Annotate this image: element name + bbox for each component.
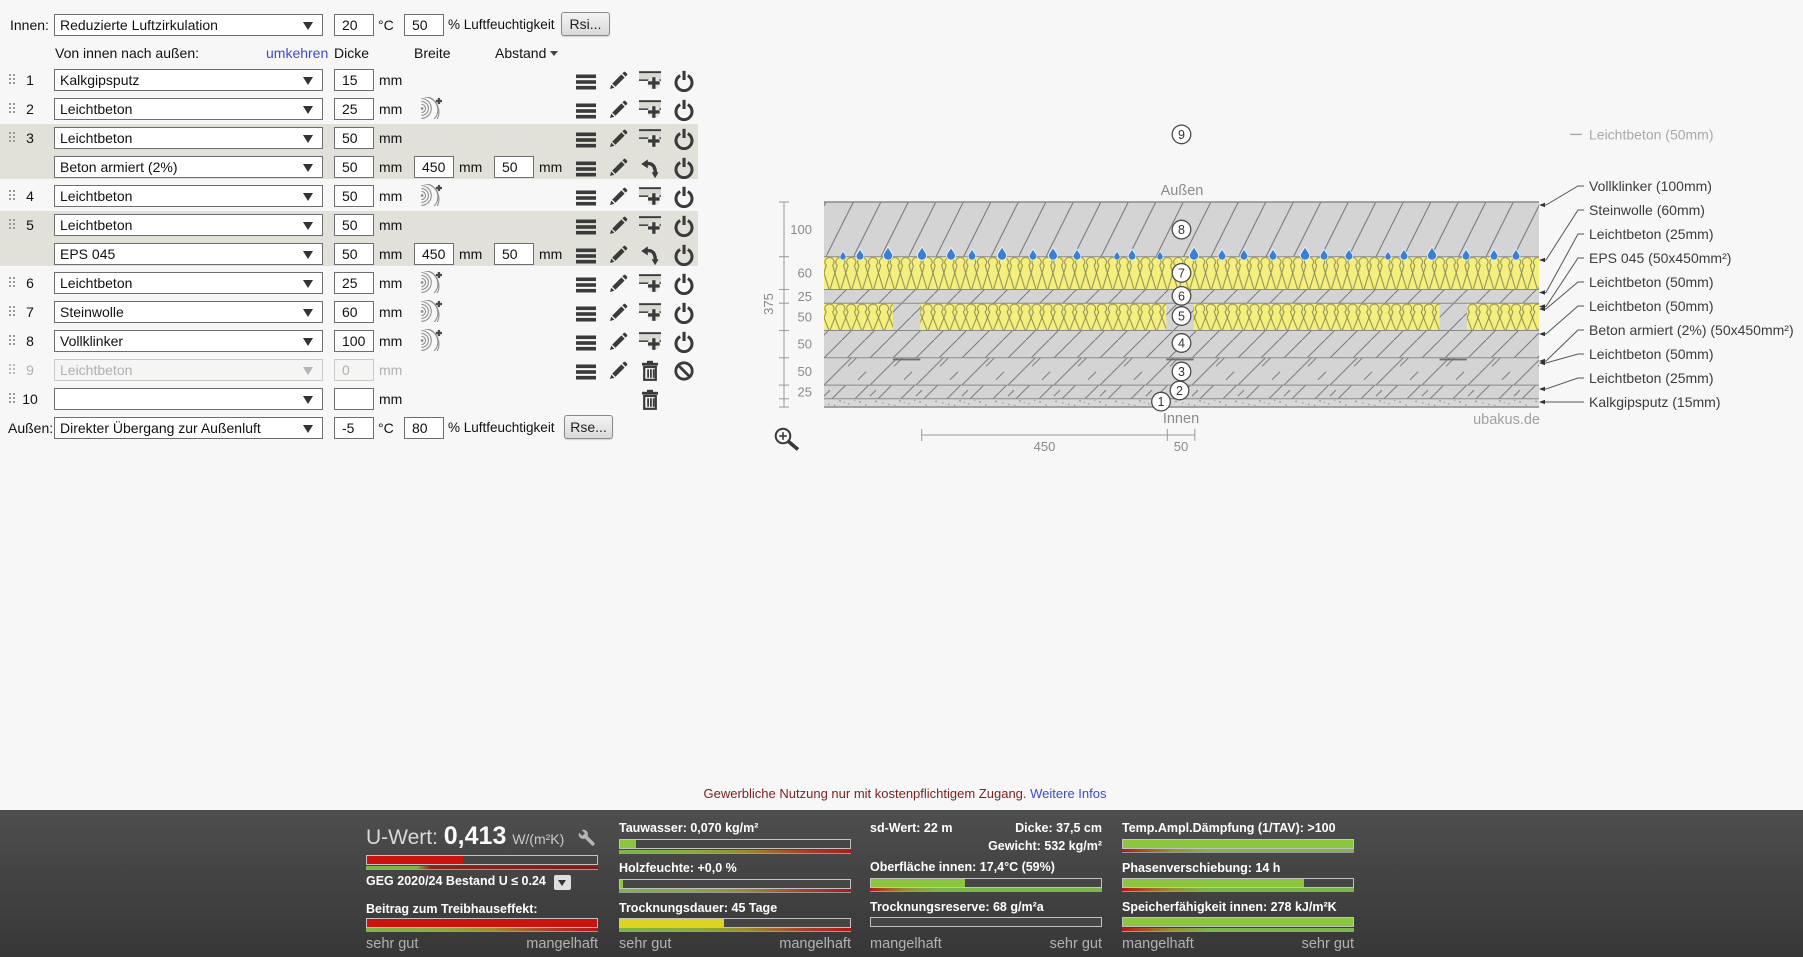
svg-text:Leichtbeton (50mm): Leichtbeton (50mm): [1589, 274, 1714, 290]
svg-text:375: 375: [761, 293, 776, 315]
svg-text:100: 100: [790, 222, 812, 237]
svg-text:Vollklinker (100mm): Vollklinker (100mm): [1589, 178, 1712, 194]
svg-text:25: 25: [798, 385, 812, 400]
svg-text:Leichtbeton (25mm): Leichtbeton (25mm): [1589, 226, 1714, 242]
svg-text:450: 450: [1034, 439, 1056, 454]
svg-text:Steinwolle (60mm): Steinwolle (60mm): [1589, 202, 1705, 218]
svg-text:50: 50: [1174, 439, 1188, 454]
svg-text:ubakus.de: ubakus.de: [1473, 412, 1540, 428]
svg-text:Außen: Außen: [1161, 183, 1204, 199]
svg-text:Beton armiert (2%) (50x450mm²): Beton armiert (2%) (50x450mm²): [1589, 322, 1794, 338]
svg-text:5: 5: [1178, 310, 1185, 324]
svg-text:8: 8: [1178, 223, 1185, 237]
svg-text:Leichtbeton (50mm): Leichtbeton (50mm): [1589, 298, 1714, 314]
svg-text:Leichtbeton (50mm): Leichtbeton (50mm): [1589, 126, 1714, 142]
svg-text:4: 4: [1178, 337, 1185, 351]
svg-text:25: 25: [798, 289, 812, 304]
svg-text:1: 1: [1158, 395, 1165, 409]
svg-text:EPS 045 (50x450mm²): EPS 045 (50x450mm²): [1589, 250, 1731, 266]
svg-text:Leichtbeton (50mm): Leichtbeton (50mm): [1589, 346, 1714, 362]
svg-text:50: 50: [798, 364, 812, 379]
svg-text:Innen: Innen: [1163, 411, 1199, 427]
svg-text:3: 3: [1178, 365, 1185, 379]
svg-text:50: 50: [798, 337, 812, 352]
svg-text:6: 6: [1178, 290, 1185, 304]
svg-text:Kalkgipsputz (15mm): Kalkgipsputz (15mm): [1589, 394, 1721, 410]
svg-text:Leichtbeton (25mm): Leichtbeton (25mm): [1589, 370, 1714, 386]
svg-text:7: 7: [1178, 267, 1185, 281]
svg-text:2: 2: [1176, 384, 1183, 398]
svg-text:50: 50: [798, 309, 812, 324]
svg-text:60: 60: [798, 266, 812, 281]
svg-text:9: 9: [1178, 128, 1185, 142]
